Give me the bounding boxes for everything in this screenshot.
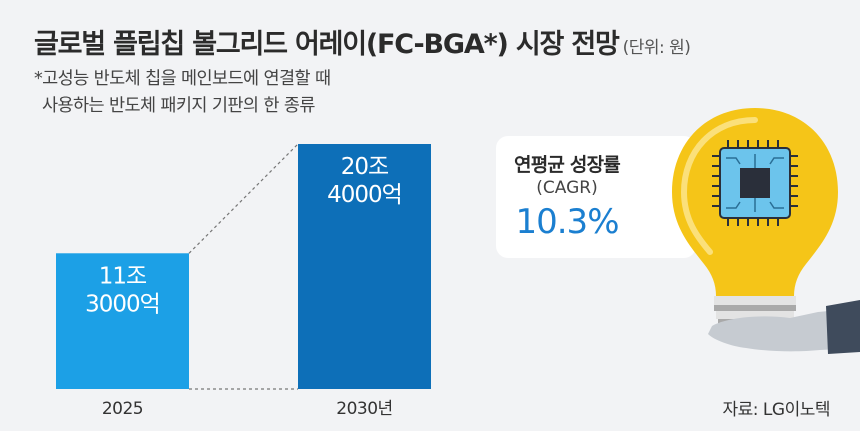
unit-label: (단위: 원) [622, 38, 691, 58]
x-tick-label: 2030년 [336, 399, 392, 419]
footnote-line-1: *고성능 반도체 칩을 메인보드에 연결할 때 [34, 69, 331, 89]
bar-value-label: 11조 [99, 263, 146, 289]
hand [708, 308, 860, 352]
bulb-base-3 [716, 311, 794, 319]
source-label: 자료: LG이노텍 [722, 400, 831, 420]
bulb-base-2 [714, 305, 796, 311]
chip [712, 140, 798, 226]
cagr-value: 10.3% [515, 202, 619, 242]
chart-title: 글로벌 플립칩 볼그리드 어레이(FC-BGA*) 시장 전망 (단위: 원) [34, 22, 691, 61]
x-tick-label: 2025 [102, 399, 143, 419]
lightbulb-chip-icon [672, 108, 860, 354]
footnote: *고성능 반도체 칩을 메인보드에 연결할 때 사용하는 반도체 패키지 기판의… [34, 66, 331, 120]
bar-0 [56, 253, 189, 389]
title-text: 글로벌 플립칩 볼그리드 어레이(FC-BGA*) 시장 전망 [34, 29, 620, 60]
bar-1 [298, 144, 431, 389]
footnote-line-2: 사용하는 반도체 패키지 기판의 한 종류 [42, 96, 315, 116]
bar-value-label: 3000억 [85, 291, 160, 317]
bar-value-label: 20조 [341, 154, 388, 180]
cagr-box: 연평균 성장률 (CAGR) 10.3% [496, 136, 696, 258]
cagr-subtitle: (CAGR) [536, 178, 598, 198]
bar-value-label: 4000억 [327, 182, 402, 208]
bulb-base-1 [714, 296, 796, 305]
cagr-title: 연평균 성장률 [514, 154, 621, 176]
growth-connector-top [188, 143, 299, 254]
bulb-glow [680, 117, 758, 255]
sleeve [826, 300, 860, 354]
